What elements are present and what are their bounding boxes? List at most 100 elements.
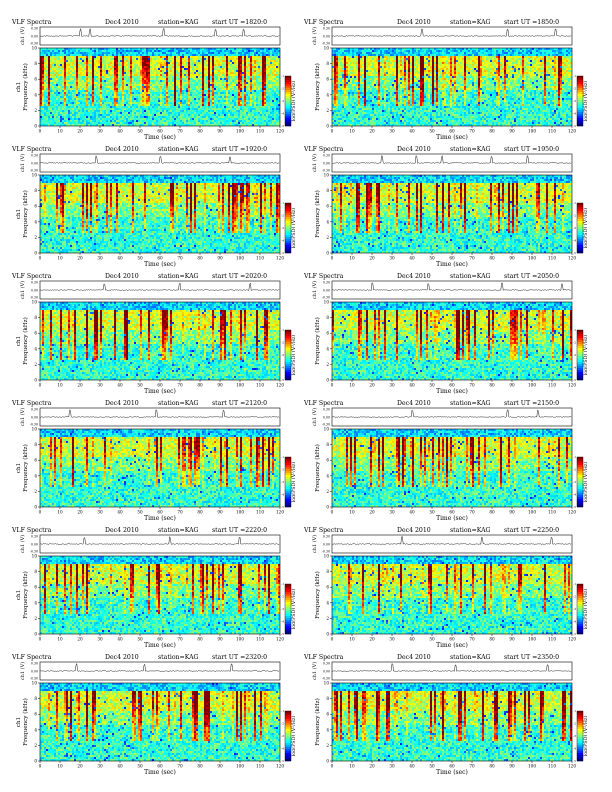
- frequency-tick-label: 0: [326, 378, 329, 383]
- time-tick-label: 30: [389, 510, 395, 515]
- frequency-tick-label: 2: [326, 362, 329, 367]
- time-tick-label: 90: [217, 383, 223, 388]
- spectrogram-heatmap: [40, 175, 281, 254]
- time-tick-label: 70: [469, 637, 475, 642]
- waveform-ytick-label: -0.30: [30, 169, 38, 173]
- frequency-tick-label: 10: [324, 427, 330, 432]
- header-title: VLF Spectra: [11, 400, 52, 407]
- waveform-ytick-label: -0.30: [30, 423, 38, 427]
- colorbar-tick-label: -5: [281, 759, 284, 763]
- time-tick-label: 70: [177, 510, 183, 515]
- frequency-axis-label: Frequency (kHz): [314, 317, 321, 365]
- frequency-axis-label: Frequency (kHz): [22, 317, 29, 365]
- colorbar-tick-label: -5: [573, 632, 576, 636]
- time-tick-label: 60: [449, 764, 455, 769]
- time-tick-label: 100: [528, 256, 536, 261]
- time-tick-label: 120: [276, 510, 284, 515]
- waveform-ylabel: ch1 (V): [311, 662, 318, 680]
- frequency-tick-label: 0: [326, 632, 329, 637]
- time-tick-label: 110: [256, 637, 264, 642]
- colorbar-frame: [284, 456, 292, 508]
- waveform-ytick-label: 0.30: [323, 662, 330, 666]
- time-tick-label: 110: [548, 256, 556, 261]
- colorbar-frame: [284, 202, 292, 254]
- time-tick-label: 40: [409, 637, 415, 642]
- time-axis-label: Time (sec): [144, 261, 176, 268]
- time-axis-label: Time (sec): [436, 769, 468, 776]
- colorbar-tick-label: -1: [573, 582, 576, 586]
- time-tick-label: 80: [197, 637, 203, 642]
- colorbar-tick-label: -5: [573, 378, 576, 382]
- time-tick-label: 50: [137, 764, 143, 769]
- channel-label: ch1: [16, 82, 22, 92]
- header-date: Dec4 2010: [397, 654, 431, 661]
- colorbar-frame: [576, 710, 584, 762]
- header-station: station=KAG: [158, 400, 199, 407]
- header-title: VLF Spectra: [11, 19, 52, 26]
- frequency-axis-label: Frequency (kHz): [22, 571, 29, 619]
- header-title: VLF Spectra: [11, 654, 52, 661]
- time-tick-label: 100: [528, 510, 536, 515]
- time-tick-label: 120: [276, 383, 284, 388]
- time-tick-label: 80: [197, 129, 203, 134]
- header-station: station=KAG: [450, 146, 491, 153]
- spectrogram-heatmap: [332, 556, 573, 635]
- waveform-ytick-label: -0.30: [322, 296, 330, 300]
- waveform-ytick-label: 0.30: [31, 408, 38, 412]
- waveform-ytick-label: 0.30: [323, 535, 330, 539]
- frequency-tick-label: 8: [326, 61, 329, 66]
- colorbar-label: log(PSD) (V²/Hz): [290, 208, 295, 249]
- time-tick-label: 20: [369, 256, 375, 261]
- colorbar: [285, 203, 291, 254]
- time-tick-label: 120: [568, 764, 576, 769]
- waveform-ytick-label: -0.30: [322, 169, 330, 173]
- waveform-ytick-label: 0.00: [31, 670, 38, 674]
- time-tick-label: 10: [349, 256, 355, 261]
- frequency-tick-label: 0: [34, 124, 37, 129]
- frequency-tick-label: 0: [326, 759, 329, 764]
- time-axis-label: Time (sec): [144, 642, 176, 649]
- colorbar-tick-label: -3: [573, 480, 576, 484]
- waveform-ytick-label: 0.00: [31, 289, 38, 293]
- time-tick-label: 0: [39, 383, 42, 388]
- time-axis-label: Time (sec): [144, 388, 176, 395]
- time-tick-label: 20: [369, 129, 375, 134]
- colorbar-tick-label: -2: [573, 595, 576, 599]
- time-tick-label: 50: [137, 637, 143, 642]
- colorbar-tick-label: -4: [281, 493, 284, 497]
- time-tick-label: 20: [77, 383, 83, 388]
- time-tick-label: 30: [97, 256, 103, 261]
- waveform-ytick-label: -0.30: [322, 550, 330, 554]
- colorbar-tick-label: -1: [281, 328, 284, 332]
- header-start-ut: start UT =2120:0: [212, 400, 267, 407]
- waveform-ytick-label: -0.30: [322, 42, 330, 46]
- time-tick-label: 0: [331, 764, 334, 769]
- header-start-ut: start UT =1820:0: [212, 19, 267, 26]
- frequency-tick-label: 10: [324, 173, 330, 178]
- time-tick-label: 100: [528, 764, 536, 769]
- header-station: station=KAG: [450, 19, 491, 26]
- colorbar-tick-label: -5: [573, 759, 576, 763]
- time-tick-label: 30: [389, 764, 395, 769]
- colorbar-label: log(PSD) (V²/Hz): [290, 462, 295, 503]
- frequency-tick-label: 8: [326, 188, 329, 193]
- time-tick-label: 40: [117, 256, 123, 261]
- spectrogram-svg: VLF Spectra Dec4 2010 station=KAG start UT …: [303, 527, 587, 649]
- colorbar-tick-label: -2: [281, 87, 284, 91]
- frequency-axis-label: Frequency (kHz): [22, 698, 29, 746]
- spectrogram-heatmap: [332, 175, 573, 254]
- frequency-tick-label: 10: [32, 681, 38, 686]
- time-tick-label: 90: [509, 383, 515, 388]
- time-tick-label: 90: [509, 256, 515, 261]
- header-start-ut: start UT =2020:0: [212, 273, 267, 280]
- time-tick-label: 110: [548, 383, 556, 388]
- spectrogram-heatmap: [332, 429, 573, 508]
- time-tick-label: 110: [548, 637, 556, 642]
- time-tick-label: 100: [236, 510, 244, 515]
- colorbar-tick-label: -4: [281, 239, 284, 243]
- colorbar-tick-label: -1: [281, 201, 284, 205]
- spectrogram-panel: VLF Spectra Dec4 2010 station=KAG start UT …: [10, 524, 295, 649]
- colorbar-label: log(PSD) (V²/Hz): [582, 716, 587, 757]
- time-tick-label: 110: [256, 764, 264, 769]
